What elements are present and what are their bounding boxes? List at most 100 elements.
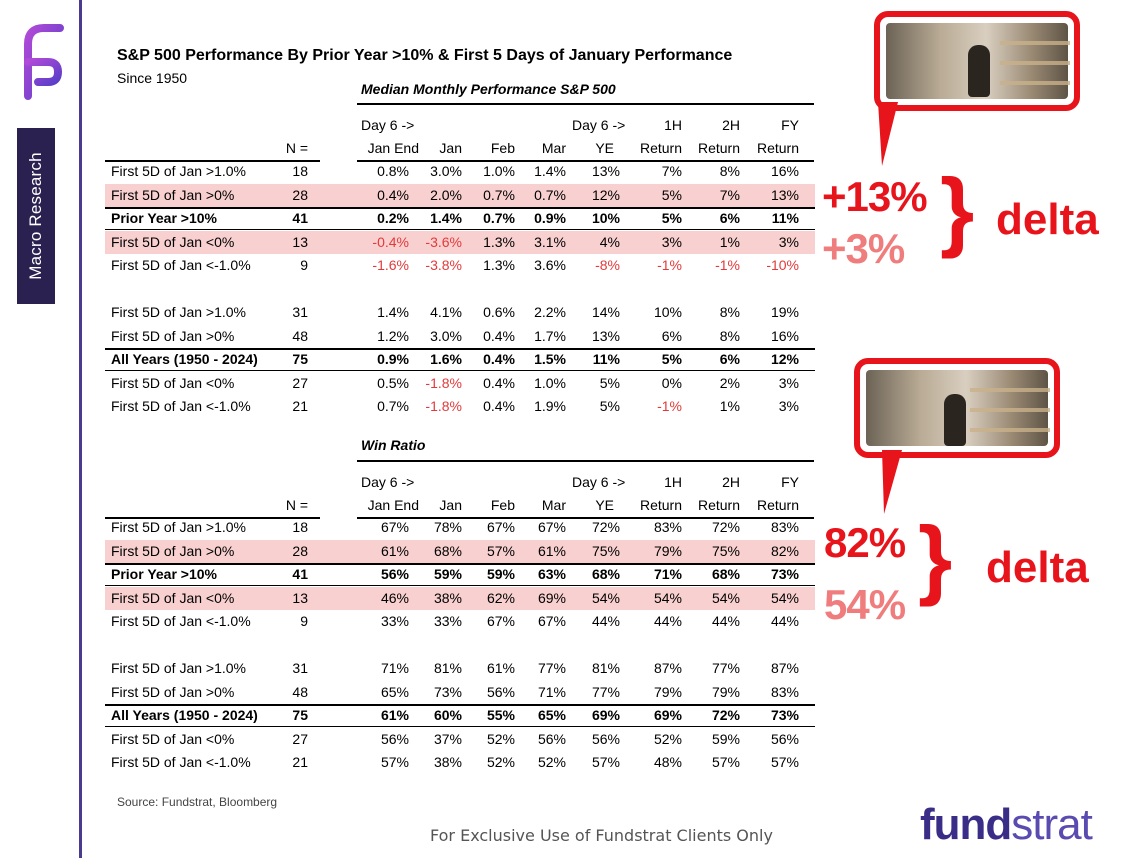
row-value: 2.2% xyxy=(534,304,566,320)
row-value: 67% xyxy=(486,519,515,535)
row-label: All Years (1950 - 2024) xyxy=(111,351,258,367)
row-value: 77% xyxy=(537,660,566,676)
row-label: Prior Year >10% xyxy=(111,566,217,582)
row-label: All Years (1950 - 2024) xyxy=(111,707,258,723)
row-value: 68% xyxy=(591,566,620,582)
median-header-col-7-line-2: Return xyxy=(697,140,740,156)
row-value: 46% xyxy=(380,589,409,606)
row-value: 75% xyxy=(711,542,740,559)
row-value: -0.4% xyxy=(372,233,409,250)
top-low-callout: +3% xyxy=(822,225,905,272)
row-value: 79% xyxy=(711,683,740,700)
row-value: 56% xyxy=(380,730,409,747)
row-value: 8% xyxy=(719,163,740,179)
win-header-col-7-line-2: Return xyxy=(697,497,740,513)
median-header-rule-1 xyxy=(105,160,320,162)
row-value: 73% xyxy=(770,707,799,723)
row-value: 0.4% xyxy=(377,186,409,203)
table-row: First 5D of Jan >1.0% 31 1.4% 4.1% 0.6% 2.2% 1… xyxy=(105,301,815,324)
row-value: 33% xyxy=(433,613,462,629)
row-value: 65% xyxy=(537,707,566,723)
row-value: 56% xyxy=(486,683,515,700)
row-value: 16% xyxy=(770,163,799,179)
row-value: 71% xyxy=(537,683,566,700)
row-value: 65% xyxy=(380,683,409,700)
row-value: 73% xyxy=(770,566,799,582)
win-section-title: Win Ratio xyxy=(361,437,426,453)
row-value: 1.0% xyxy=(483,163,515,179)
row-value: 56% xyxy=(537,730,566,747)
row-value: 79% xyxy=(653,542,682,559)
sidebar-divider xyxy=(79,0,82,858)
row-value: 12% xyxy=(591,186,620,203)
brand-sidebar: Macro Research xyxy=(0,0,84,858)
row-value: -1.6% xyxy=(372,257,409,273)
table-row: First 5D of Jan <-1.0% 9 33% 33% 67% 67% 44% 44… xyxy=(105,610,815,633)
row-value: 83% xyxy=(653,519,682,535)
row-value: 54% xyxy=(711,589,740,606)
row-value: 69% xyxy=(591,707,620,723)
row-value: 1% xyxy=(719,233,740,250)
row-value: 61% xyxy=(380,542,409,559)
row-label: First 5D of Jan <0% xyxy=(111,730,235,747)
row-label: First 5D of Jan <-1.0% xyxy=(111,398,251,414)
win-header-col-7-line-1: 2H xyxy=(722,474,740,490)
table-row: First 5D of Jan >1.0% 18 0.8% 3.0% 1.0% 1.4% 1… xyxy=(105,160,815,183)
row-value: 1.4% xyxy=(430,210,462,226)
row-value: 4% xyxy=(599,233,620,250)
median-header-col-8-line-1: FY xyxy=(781,117,799,133)
median-header-col-4-line-2: Mar xyxy=(541,140,566,156)
row-value: 55% xyxy=(486,707,515,723)
row-value: 0.7% xyxy=(534,186,566,203)
macro-research-tab: Macro Research xyxy=(17,128,55,304)
video-thumbnail-top xyxy=(874,11,1080,111)
row-value: 6% xyxy=(661,327,682,344)
row-value: 11% xyxy=(771,210,799,226)
row-value: 69% xyxy=(653,707,682,723)
win-header-n: N = xyxy=(285,497,308,513)
row-value: 1.4% xyxy=(377,304,409,320)
row-value: 14% xyxy=(591,304,620,320)
median-header-col-5-line-1: Day 6 -> xyxy=(572,117,626,133)
row-value: 75% xyxy=(591,542,620,559)
row-value: 87% xyxy=(653,660,682,676)
row-value: 81% xyxy=(591,660,620,676)
row-value: 4.1% xyxy=(430,304,462,320)
table-row: Prior Year >10% 41 56% 59% 59% 63% 68% 71% 68% 73… xyxy=(105,563,815,586)
row-n: 28 xyxy=(292,542,308,559)
table-row: First 5D of Jan <0% 13 46% 38% 62% 69% 54% 54% 5… xyxy=(105,586,815,610)
row-value: 6% xyxy=(719,210,740,226)
row-value: 44% xyxy=(591,613,620,629)
median-header-col-6-line-1: 1H xyxy=(664,117,682,133)
row-value: 56% xyxy=(770,730,799,747)
median-header-col-8-line-2: Return xyxy=(756,140,799,156)
row-value: 57% xyxy=(770,754,799,770)
row-n: 21 xyxy=(292,398,308,414)
row-value: 10% xyxy=(653,304,682,320)
bottom-brace-icon: } xyxy=(918,508,953,607)
row-value: 71% xyxy=(653,566,682,582)
row-value: 0.7% xyxy=(483,186,515,203)
win-header-col-1-line-1: Day 6 -> xyxy=(361,474,415,490)
row-value: 5% xyxy=(661,351,682,367)
median-header-col-1-line-1: Day 6 -> xyxy=(361,117,415,133)
row-n: 75 xyxy=(292,351,308,367)
row-value: -10% xyxy=(766,257,799,273)
row-value: 3.0% xyxy=(430,163,462,179)
table-row: Prior Year >10% 41 0.2% 1.4% 0.7% 0.9% 10% 5% 6%… xyxy=(105,207,815,230)
row-value: 81% xyxy=(433,660,462,676)
row-value: 59% xyxy=(711,730,740,747)
fundstrat-wordmark: fundstrat xyxy=(920,800,1093,850)
page-title: S&P 500 Performance By Prior Year >10% &… xyxy=(117,47,733,64)
median-header-n: N = xyxy=(285,140,308,156)
page-subtitle: Since 1950 xyxy=(117,70,188,86)
row-value: 1% xyxy=(719,398,740,414)
row-value: 77% xyxy=(591,683,620,700)
row-n: 48 xyxy=(292,327,308,344)
row-value: 82% xyxy=(770,542,799,559)
win-section-rule xyxy=(357,460,814,462)
row-value: 61% xyxy=(486,660,515,676)
row-value: 54% xyxy=(770,589,799,606)
row-value: 72% xyxy=(711,707,740,723)
row-value: 5% xyxy=(661,210,682,226)
